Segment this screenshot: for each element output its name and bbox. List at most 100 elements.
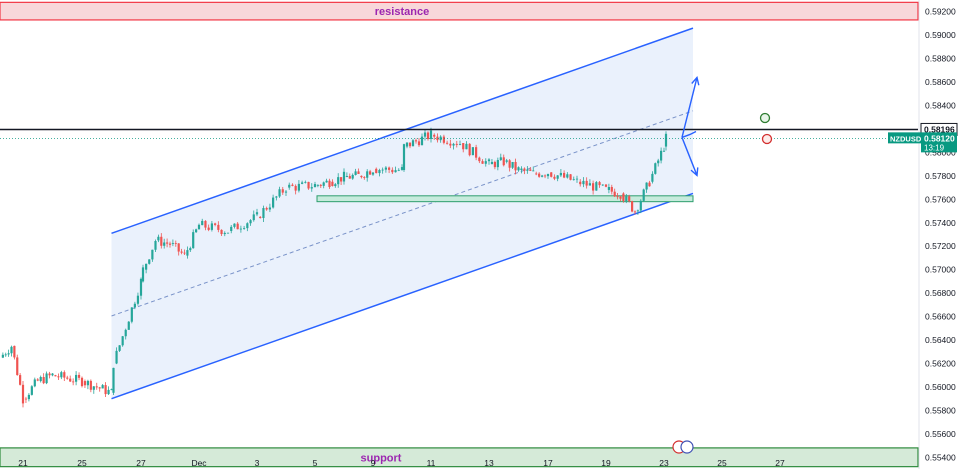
- candle-body[interactable]: [331, 181, 334, 187]
- candle-body[interactable]: [177, 243, 180, 252]
- candle-body[interactable]: [214, 223, 217, 225]
- candle-body[interactable]: [36, 379, 39, 381]
- candle-body[interactable]: [520, 168, 523, 171]
- channel-midline[interactable]: [111, 110, 694, 317]
- candle-body[interactable]: [371, 172, 375, 175]
- candle-body[interactable]: [429, 130, 433, 140]
- candle-body[interactable]: [337, 177, 340, 185]
- candle-body[interactable]: [304, 181, 307, 183]
- candle-body[interactable]: [130, 307, 133, 322]
- candle-body[interactable]: [189, 248, 192, 251]
- candle-body[interactable]: [499, 157, 502, 161]
- candle-body[interactable]: [664, 133, 668, 147]
- candle-body[interactable]: [345, 176, 348, 178]
- candle-body[interactable]: [502, 157, 505, 166]
- candle-body[interactable]: [226, 232, 230, 234]
- candle-body[interactable]: [233, 223, 236, 227]
- candle-body[interactable]: [481, 161, 484, 164]
- candle-body[interactable]: [511, 161, 514, 168]
- candle-body[interactable]: [275, 196, 278, 198]
- candle-body[interactable]: [294, 185, 297, 191]
- candle-body[interactable]: [351, 174, 354, 179]
- candle-body[interactable]: [281, 189, 284, 193]
- candle-body[interactable]: [595, 182, 598, 191]
- candle-body[interactable]: [462, 143, 465, 150]
- candle-body[interactable]: [405, 142, 409, 147]
- candle-body[interactable]: [402, 144, 406, 171]
- candle-body[interactable]: [375, 168, 378, 174]
- candle-body[interactable]: [394, 170, 397, 173]
- candle-body[interactable]: [291, 184, 294, 186]
- candle-body[interactable]: [553, 176, 556, 179]
- candle-body[interactable]: [27, 394, 30, 400]
- candle-body[interactable]: [124, 329, 127, 337]
- candle-body[interactable]: [657, 160, 660, 164]
- candle-body[interactable]: [613, 191, 616, 197]
- candle-body[interactable]: [45, 373, 48, 384]
- candle-body[interactable]: [255, 212, 259, 215]
- candle-body[interactable]: [517, 167, 520, 171]
- bearish-projection-arrow[interactable]: [681, 137, 699, 177]
- candle-body[interactable]: [426, 132, 430, 140]
- candle-body[interactable]: [471, 147, 474, 156]
- candle-body[interactable]: [223, 232, 226, 235]
- candle-body[interactable]: [10, 346, 13, 354]
- candle-body[interactable]: [133, 303, 136, 308]
- candle-body[interactable]: [21, 384, 25, 404]
- candle-body[interactable]: [446, 142, 449, 144]
- candle-body[interactable]: [180, 251, 183, 253]
- candle-body[interactable]: [654, 163, 657, 174]
- candle-body[interactable]: [160, 236, 163, 246]
- candle-body[interactable]: [475, 147, 478, 158]
- candle-body[interactable]: [433, 134, 436, 137]
- candle-body[interactable]: [171, 243, 174, 244]
- candle-body[interactable]: [559, 172, 562, 176]
- candle-body[interactable]: [72, 381, 75, 383]
- candle-body[interactable]: [186, 250, 189, 256]
- candle-body[interactable]: [98, 387, 101, 389]
- candle-body[interactable]: [60, 372, 63, 378]
- bullish-projection-arrow[interactable]: [681, 75, 700, 138]
- candle-body[interactable]: [508, 160, 511, 168]
- candle-body[interactable]: [378, 170, 381, 174]
- candle-body[interactable]: [7, 353, 10, 355]
- candle-body[interactable]: [487, 159, 491, 162]
- candle-body[interactable]: [496, 160, 499, 168]
- candle-body[interactable]: [151, 249, 154, 260]
- candle-body[interactable]: [243, 228, 246, 229]
- candle-body[interactable]: [400, 167, 404, 170]
- candle-body[interactable]: [598, 182, 601, 186]
- candle-body[interactable]: [51, 373, 54, 376]
- candle-body[interactable]: [24, 398, 28, 400]
- candle-body[interactable]: [63, 372, 66, 378]
- candle-body[interactable]: [334, 184, 337, 187]
- candle-body[interactable]: [86, 380, 89, 386]
- candle-body[interactable]: [366, 171, 369, 178]
- candle-body[interactable]: [563, 172, 566, 178]
- candle-body[interactable]: [662, 150, 666, 152]
- candle-body[interactable]: [601, 184, 604, 186]
- candle-body[interactable]: [118, 345, 121, 351]
- candle-body[interactable]: [484, 161, 487, 164]
- candle-body[interactable]: [252, 214, 255, 221]
- candle-body[interactable]: [604, 184, 608, 187]
- candle-body[interactable]: [348, 176, 351, 179]
- candle-body[interactable]: [110, 389, 113, 391]
- candle-body[interactable]: [628, 196, 631, 202]
- candle-body[interactable]: [104, 385, 107, 395]
- candle-body[interactable]: [592, 183, 595, 191]
- candle-body[interactable]: [607, 187, 610, 190]
- candle-body[interactable]: [529, 169, 532, 171]
- candle-body[interactable]: [115, 350, 118, 364]
- candle-body[interactable]: [319, 184, 322, 186]
- economic-event-icon[interactable]: [672, 440, 694, 454]
- candle-body[interactable]: [423, 132, 427, 137]
- candle-body[interactable]: [4, 354, 7, 356]
- candle-body[interactable]: [449, 143, 452, 146]
- candle-body[interactable]: [636, 210, 639, 212]
- candle-body[interactable]: [465, 143, 468, 150]
- candle-body[interactable]: [16, 357, 19, 376]
- candle-body[interactable]: [572, 179, 575, 181]
- candle-body[interactable]: [307, 181, 310, 189]
